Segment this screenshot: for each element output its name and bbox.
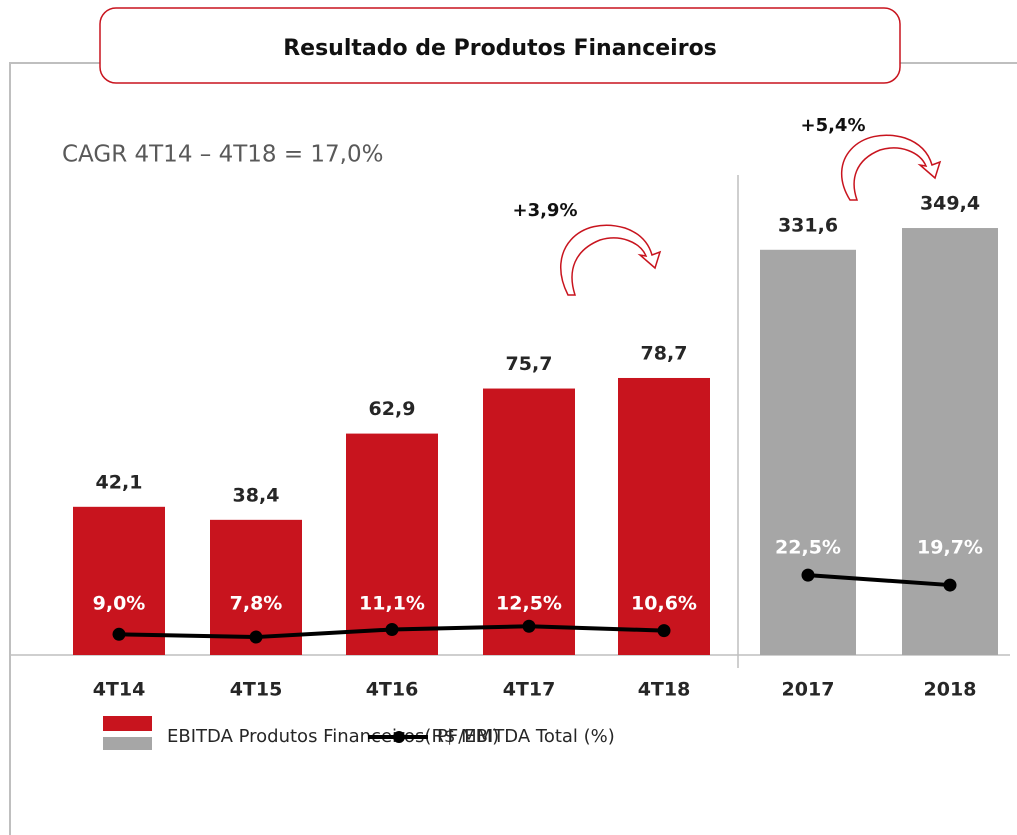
bar — [483, 388, 575, 655]
frame — [9, 62, 1017, 835]
arrow — [560, 224, 662, 296]
legend: EBITDA Produtos Financeiros(R$ MM) PF/EB… — [103, 716, 615, 750]
bar — [760, 249, 856, 656]
data-label: 19,7% — [917, 537, 983, 559]
data-label: 10,6% — [631, 593, 697, 615]
data-label: 349,4 — [920, 193, 980, 215]
x-tick-label: 4T17 — [503, 679, 556, 701]
x-tick-label: 2017 — [782, 679, 835, 701]
data-label: 38,4 — [233, 484, 280, 506]
bar — [346, 433, 438, 655]
line-marker — [385, 622, 399, 636]
legend-swatch — [103, 737, 152, 750]
data-label: 22,5% — [775, 537, 841, 559]
chart-title: Resultado de Produtos Financeiros — [283, 36, 717, 61]
line-marker — [801, 568, 815, 582]
legend-label: EBITDA Produtos Financeiros(R$ MM) — [167, 726, 499, 747]
data-label: 78,7 — [641, 342, 688, 364]
growth-note: +3,9% — [512, 200, 577, 221]
bar — [618, 377, 710, 655]
data-label: 62,9 — [369, 398, 416, 420]
data-label: 7,8% — [230, 593, 283, 615]
data-label: 11,1% — [359, 593, 425, 615]
x-tick-label: 2018 — [924, 679, 977, 701]
legend-label: PF/EBITDA Total (%) — [437, 726, 615, 747]
line-marker — [522, 619, 536, 633]
legend-swatch — [103, 716, 152, 731]
data-label: 75,7 — [506, 353, 553, 375]
data-label: 9,0% — [93, 593, 146, 615]
x-tick-label: 4T14 — [93, 679, 146, 701]
x-tick-label: 4T18 — [638, 679, 691, 701]
growth-note: +5,4% — [800, 115, 865, 136]
x-tick-label: 4T16 — [366, 679, 419, 701]
line-marker — [943, 578, 957, 592]
line-marker — [112, 627, 126, 641]
data-label: 42,1 — [96, 471, 143, 493]
cagr-note: CAGR 4T14 – 4T18 = 17,0% — [62, 142, 383, 168]
legend-marker — [393, 731, 405, 743]
title-box — [99, 7, 901, 84]
data-label: 12,5% — [496, 593, 562, 615]
x-tick-label: 4T15 — [230, 679, 283, 701]
data-label: 331,6 — [778, 214, 838, 236]
line — [807, 573, 951, 588]
line-marker — [249, 630, 263, 644]
arrow — [840, 134, 942, 201]
line-marker — [657, 624, 671, 638]
